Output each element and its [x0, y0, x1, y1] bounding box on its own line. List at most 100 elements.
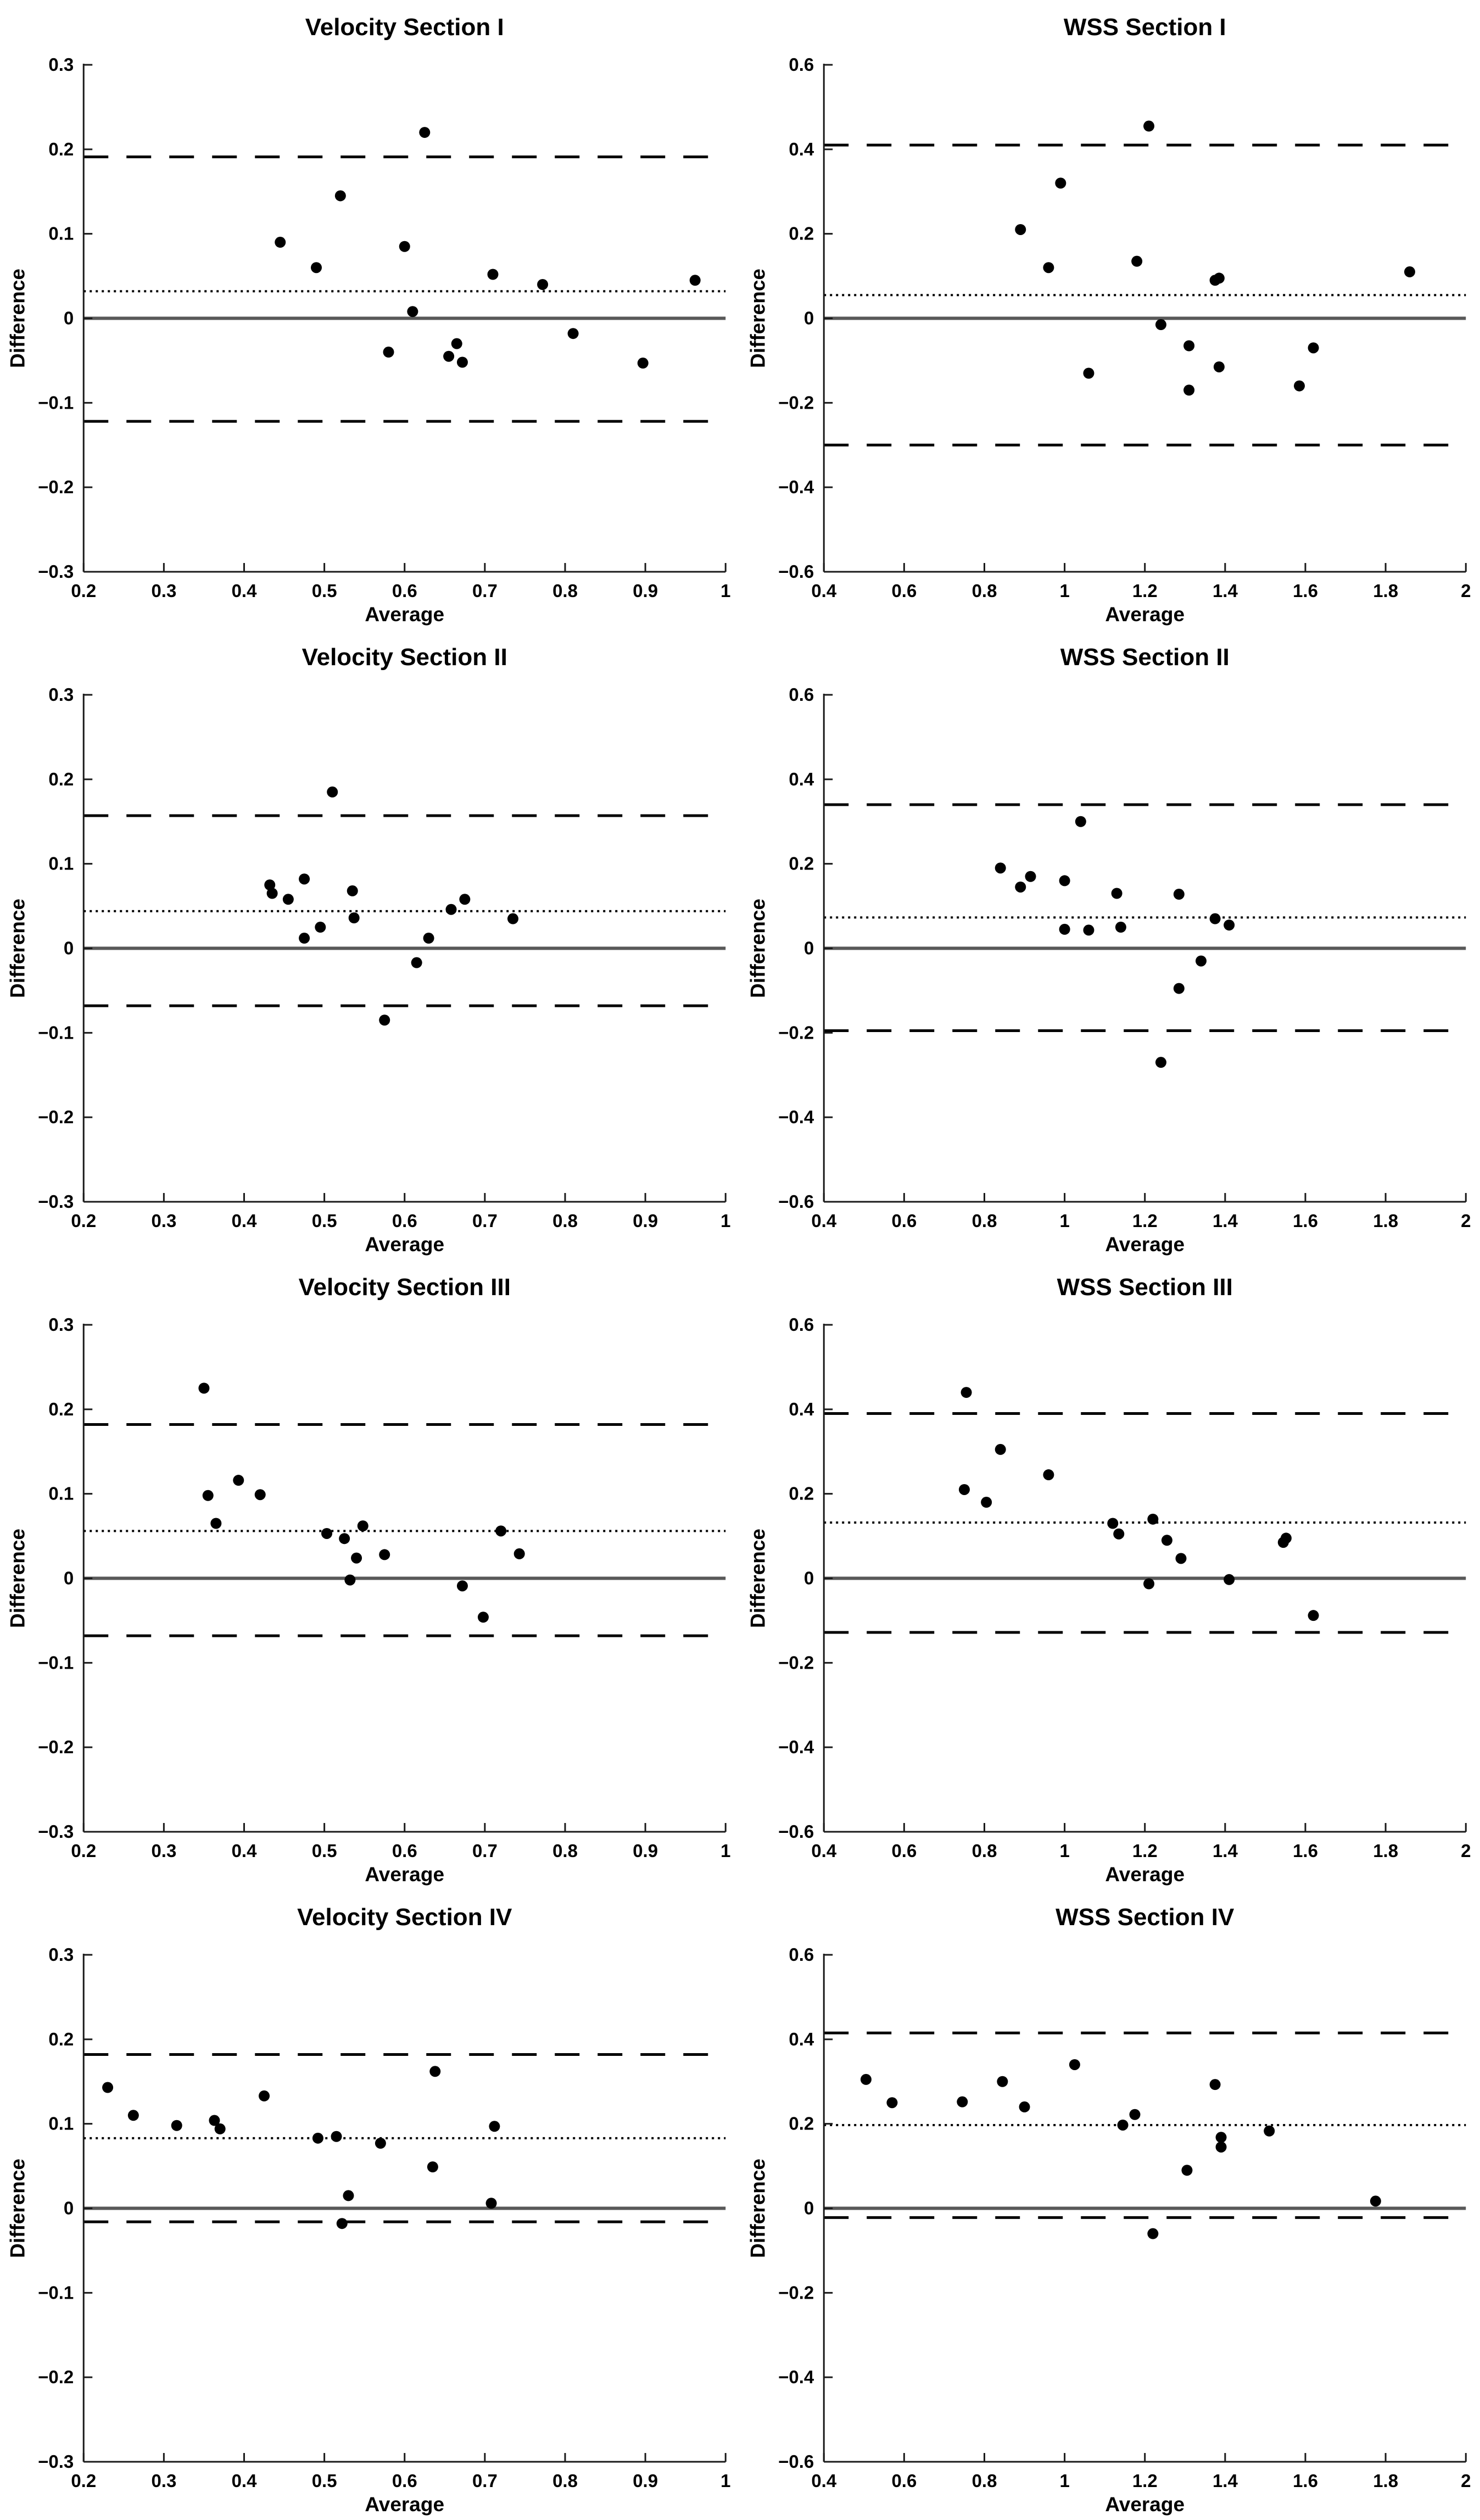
data-point [1059, 875, 1070, 887]
chart-title: WSS Section I [1063, 14, 1226, 41]
y-tick-label: 0.2 [48, 139, 74, 159]
data-point [980, 1497, 992, 1508]
x-tick-label: 0.3 [151, 2471, 176, 2491]
data-point [254, 1489, 266, 1501]
data-point [1223, 919, 1235, 931]
data-point [379, 1549, 390, 1560]
y-tick-label: −0.3 [38, 561, 74, 582]
y-tick-label: 0.2 [789, 854, 814, 874]
x-tick-label: 1.2 [1132, 1841, 1157, 1861]
data-point [311, 262, 322, 274]
data-point [1215, 2132, 1227, 2143]
data-point [312, 2132, 323, 2144]
x-tick-label: 0.7 [472, 1211, 498, 1231]
data-point [1215, 2141, 1227, 2153]
data-point [1069, 2059, 1080, 2070]
x-tick-label: 0.6 [392, 2471, 417, 2491]
data-point [567, 328, 579, 339]
data-point [214, 2123, 226, 2134]
y-tick-label: −0.2 [38, 477, 74, 497]
x-tick-label: 0.6 [891, 1211, 917, 1231]
x-tick-label: 1.8 [1373, 581, 1398, 601]
y-tick-label: −0.1 [38, 1652, 74, 1672]
data-point [347, 885, 358, 896]
data-point [233, 1475, 244, 1486]
x-axis-label: Average [1105, 2493, 1185, 2516]
y-tick-label: 0.3 [48, 54, 74, 75]
data-point [445, 904, 457, 915]
y-tick-label: −0.1 [38, 392, 74, 412]
panel-velocity-section-iv: Velocity Section IV 0.2 0.3 0.4 0.5 0.6 0.7 0.8… [0, 1890, 740, 2520]
x-tick-label: 0.6 [392, 1211, 417, 1231]
data-point [282, 894, 294, 905]
x-tick-label: 2 [1461, 2471, 1471, 2491]
data-point [399, 241, 410, 252]
data-point [1131, 255, 1142, 267]
data-point [423, 933, 434, 944]
x-tick-label: 1.2 [1132, 2471, 1157, 2491]
panel-wss-section-iii: WSS Section III 0.4 0.6 0.8 1 1.2 1.4 1.6 1.8 2 −0… [740, 1260, 1480, 1890]
data-point [485, 2198, 497, 2209]
x-tick-label: 0.8 [971, 1211, 997, 1231]
data-point [321, 1527, 333, 1539]
y-axis-label: Difference [746, 269, 769, 368]
y-tick-label: −0.2 [38, 2367, 74, 2387]
y-tick-label: 0.3 [48, 684, 74, 705]
x-tick-label: 0.4 [232, 1841, 258, 1861]
x-tick-label: 0.8 [971, 1841, 997, 1861]
y-axis-label: Difference [6, 269, 29, 368]
x-tick-label: 0.8 [552, 1841, 578, 1861]
x-tick-label: 0.7 [472, 2471, 498, 2491]
x-tick-label: 1.2 [1132, 1211, 1157, 1231]
y-axis-label: Difference [746, 2159, 769, 2258]
y-axis-label: Difference [746, 899, 769, 998]
x-tick-label: 0.6 [891, 2471, 917, 2491]
y-tick-label: 0 [64, 938, 74, 958]
x-tick-label: 0.7 [472, 1841, 498, 1861]
data-point [1082, 367, 1094, 379]
chart-title: Velocity Section IV [297, 1904, 512, 1931]
data-point [1075, 816, 1086, 827]
y-axis-label: Difference [6, 899, 29, 998]
data-point [209, 2115, 220, 2126]
data-point [1209, 913, 1221, 924]
y-tick-label: 0.2 [789, 1484, 814, 1504]
panel-wss-section-i: WSS Section I 0.4 0.6 0.8 1 1.2 1.4 1.6 1.8 2 −0.6… [740, 0, 1480, 630]
x-tick-label: 1 [721, 1841, 730, 1861]
y-tick-label: 0 [803, 308, 813, 328]
data-point [451, 338, 462, 349]
x-tick-label: 0.6 [392, 581, 417, 601]
y-tick-label: −0.6 [778, 2451, 814, 2472]
data-point [1308, 342, 1319, 354]
y-tick-label: 0 [803, 1568, 813, 1588]
data-point [507, 913, 519, 924]
data-point [1042, 262, 1054, 274]
panel-velocity-section-i: Velocity Section I 0.2 0.3 0.4 0.5 0.6 0.7 0.8 0… [0, 0, 740, 630]
data-point [339, 1533, 350, 1545]
x-tick-label: 0.3 [151, 1841, 176, 1861]
data-point [1173, 983, 1185, 994]
data-point [1223, 1574, 1235, 1585]
y-tick-label: −0.2 [778, 2282, 814, 2302]
data-point [299, 873, 310, 885]
x-tick-label: 1 [721, 2471, 730, 2491]
chart-wss-section-i: WSS Section I 0.4 0.6 0.8 1 1.2 1.4 1.6 1.8 2 −0.6… [746, 14, 1471, 626]
x-tick-label: 0.4 [232, 2471, 258, 2491]
data-point [1014, 881, 1026, 893]
y-tick-label: −0.2 [38, 1107, 74, 1127]
y-tick-label: 0.6 [789, 54, 814, 75]
x-tick-label: 1.6 [1293, 581, 1318, 601]
x-tick-label: 0.3 [151, 581, 176, 601]
x-tick-label: 0.5 [312, 2471, 337, 2491]
data-point [1175, 1553, 1187, 1564]
x-tick-label: 1.6 [1293, 1841, 1318, 1861]
data-point [443, 350, 455, 362]
x-tick-label: 0.8 [552, 1211, 578, 1231]
data-point [1293, 380, 1305, 392]
panel-wss-section-ii: WSS Section II 0.4 0.6 0.8 1 1.2 1.4 1.6 1.8 2 −0.… [740, 630, 1480, 1260]
data-point [383, 347, 394, 358]
y-tick-label: 0.1 [48, 854, 74, 874]
x-tick-label: 0.8 [552, 581, 578, 601]
x-axis-label: Average [365, 1863, 444, 1886]
